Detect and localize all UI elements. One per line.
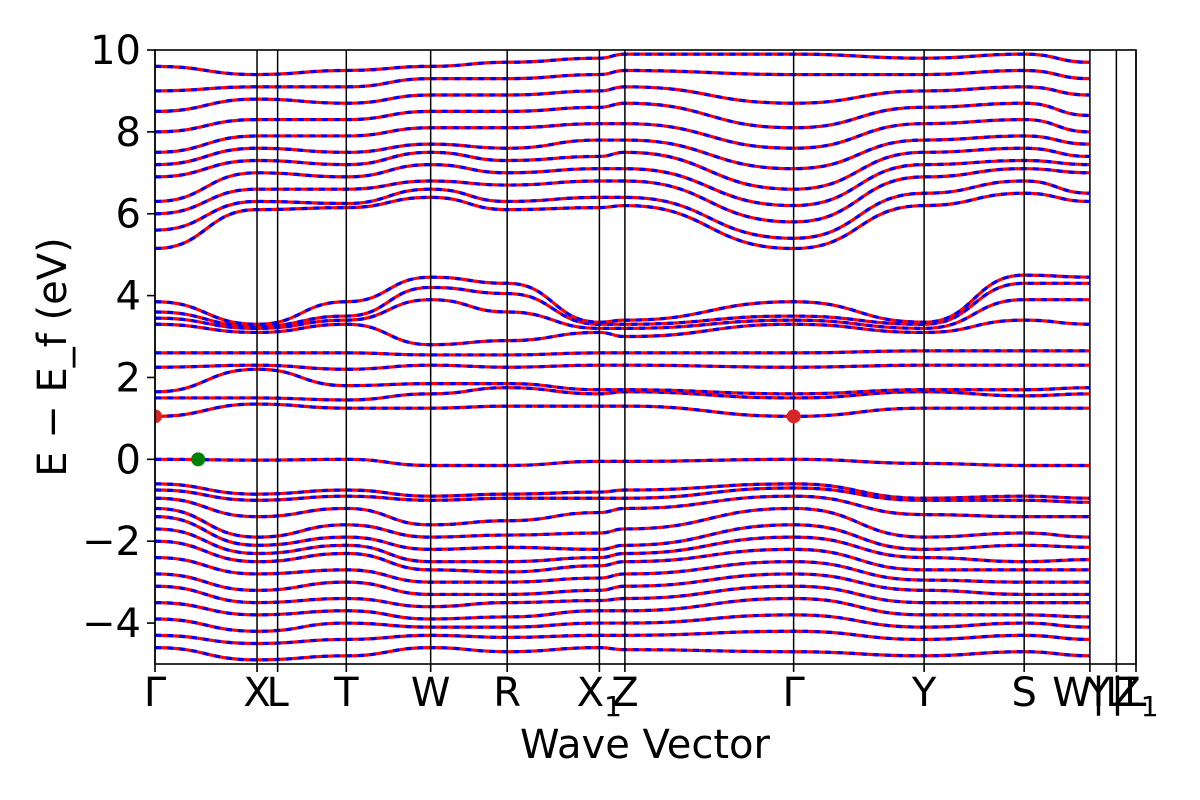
valence-band-spin-down (155, 584, 1090, 609)
upper-band-spin-down (155, 158, 1090, 208)
x-tick-label: S (1011, 670, 1036, 716)
y-axis-ticks: −4 −2 0 2 4 6 8 10 (82, 28, 155, 647)
conduction-band-spin-down (155, 349, 1090, 357)
upper-band-spin-down (155, 85, 1090, 113)
x-tick-label: R (493, 670, 521, 716)
valence-band-spin-down (155, 613, 1090, 633)
y-tick-label: 4 (116, 274, 141, 320)
y-tick-label: −4 (82, 601, 141, 647)
upper-band-spin-down (155, 117, 1090, 154)
valence-band-spin-down (155, 646, 1090, 662)
upper-band-spin-down (155, 68, 1090, 93)
x-tick-label: X (243, 670, 270, 716)
valence-band-spin-down (155, 486, 1090, 504)
x-tick-label: Y|L (1085, 670, 1147, 716)
y-tick-label: 2 (116, 355, 141, 401)
valence-band-spin-down (155, 506, 1090, 539)
x-tick-label: Y (911, 670, 937, 716)
cbm-marker (155, 409, 162, 424)
valence-band-spin-down (155, 539, 1090, 574)
vbm-marker (191, 452, 206, 467)
x-tick-label: Γ (782, 670, 805, 716)
valence-band-spin-down (155, 515, 1090, 551)
conduction-band-spin-down (155, 367, 1090, 396)
x-tick-label: Z (611, 670, 638, 716)
x-tick-label: Γ (144, 670, 167, 716)
conduction-band-spin-down (155, 298, 1090, 330)
y-tick-label: 10 (90, 28, 141, 74)
upper-band-spin-down (155, 179, 1090, 240)
x-axis-label: Wave Vector (520, 722, 771, 768)
y-tick-label: −2 (82, 519, 141, 565)
valence-band-spin-down (155, 482, 1090, 500)
valence-band-spin-down (155, 572, 1090, 597)
upper-band-spin-up (155, 134, 1090, 171)
x-tick-label: W (411, 670, 451, 716)
valence-band-spin-down (155, 527, 1090, 564)
upper-band-spin-down (155, 167, 1090, 224)
upper-band-spin-down (155, 52, 1090, 77)
upper-band-spin-down (155, 101, 1090, 134)
y-tick-label: 0 (116, 437, 141, 483)
upper-band-spin-up (155, 191, 1090, 251)
conduction-band-spin-down (155, 386, 1090, 402)
valence-band-spin-down (155, 629, 1090, 646)
plot-frame (154, 49, 1137, 665)
band-lines (155, 52, 1090, 662)
band-edge-markers (155, 409, 801, 467)
flat-band-spin-down (155, 457, 1090, 468)
x-tick-label: W|L (1052, 670, 1128, 716)
cbm-marker (786, 409, 801, 424)
conduction-band-spin-down (155, 363, 1090, 371)
x-tick-label: T (333, 670, 359, 716)
valence-band-spin-down (155, 596, 1090, 621)
valence-band-spin-down (155, 555, 1090, 584)
x-axis-ticks: Γ XL T W R X1Z Γ Y S W|LY|LZ1 (144, 664, 1159, 723)
y-tick-label: 8 (116, 110, 141, 156)
conduction-band-spin-down (155, 402, 1090, 418)
upper-band-spin-down (155, 146, 1090, 191)
y-axis-label: E − E_f (eV) (30, 237, 76, 476)
x-tick-label: L (266, 670, 289, 716)
valence-band-spin-up (155, 494, 1090, 527)
x-tick-label: Z1 (1113, 670, 1158, 723)
y-tick-label: 6 (116, 192, 141, 238)
